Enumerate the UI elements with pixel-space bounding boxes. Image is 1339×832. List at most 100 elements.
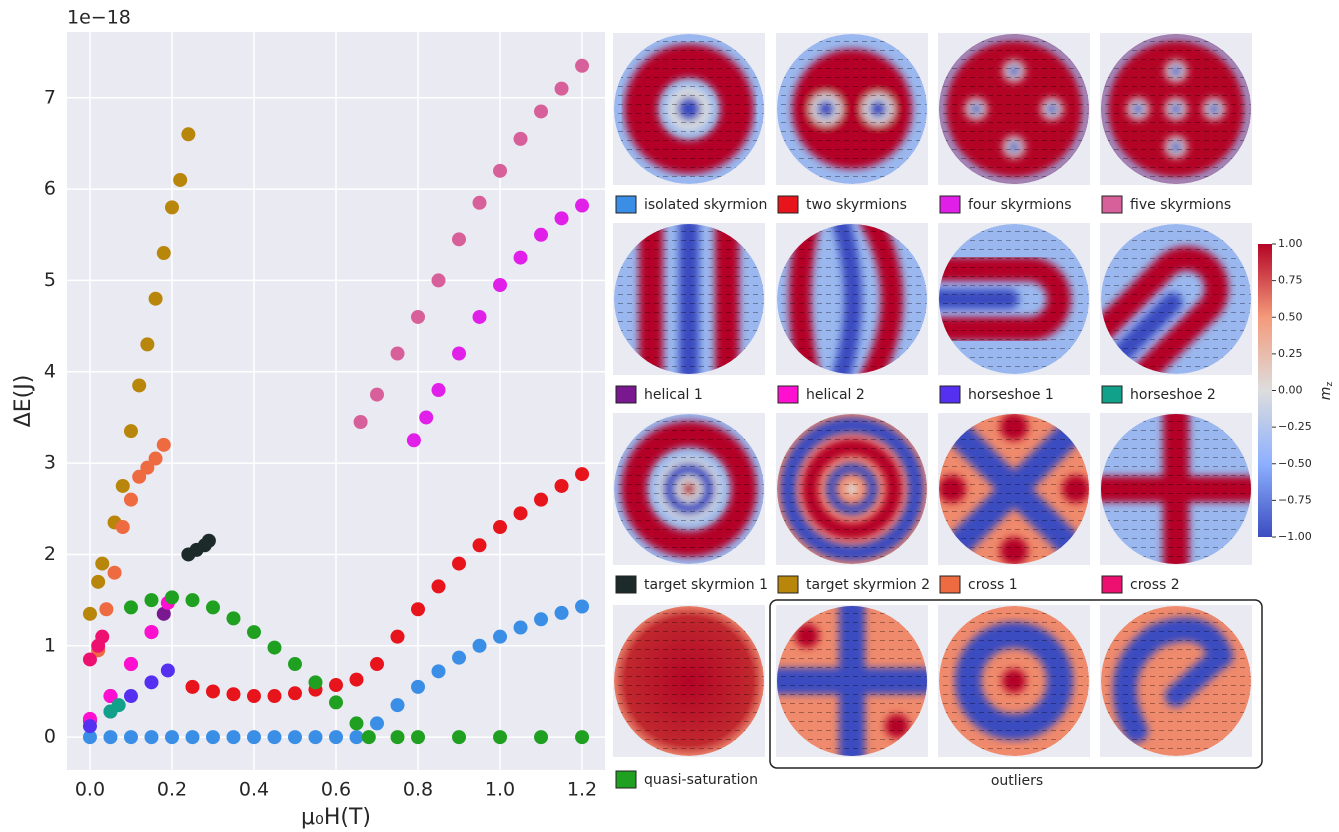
point: [575, 467, 589, 481]
point: [329, 730, 343, 744]
point: [124, 730, 138, 744]
point: [83, 719, 97, 733]
point: [432, 664, 446, 678]
point: [493, 278, 507, 292]
point: [514, 132, 528, 146]
legend-swatch: [616, 576, 636, 593]
point: [267, 641, 281, 655]
legend-label: helical 2: [806, 387, 865, 403]
point: [165, 730, 179, 744]
point: [247, 730, 261, 744]
colorbar-tick-label: 0.25: [1278, 347, 1303, 360]
legend-swatch: [1102, 576, 1122, 593]
point: [308, 675, 322, 689]
point: [267, 730, 281, 744]
x-tick-label: 0.8: [403, 779, 433, 801]
point: [185, 680, 199, 694]
colorbar-label-main: m: [1318, 387, 1334, 401]
colorbar-tick-label: 0.50: [1278, 310, 1303, 323]
point: [288, 657, 302, 671]
point: [157, 438, 171, 452]
colorbar-tick-label: −0.75: [1278, 493, 1312, 506]
colorbar-tick-label: 1.00: [1278, 237, 1303, 250]
legend-label: helical 1: [644, 387, 703, 403]
legend-swatch: [940, 576, 960, 593]
point: [103, 730, 117, 744]
point: [411, 680, 425, 694]
point: [473, 196, 487, 210]
point: [493, 164, 507, 178]
point: [555, 606, 569, 620]
point: [226, 730, 240, 744]
y-tick-label: 3: [44, 452, 56, 474]
point: [575, 600, 589, 614]
point: [473, 639, 487, 653]
legend-label: two skyrmions: [806, 197, 907, 213]
point: [452, 347, 466, 361]
point: [206, 600, 220, 614]
point: [95, 557, 109, 571]
point: [370, 388, 384, 402]
point: [329, 695, 343, 709]
point: [354, 415, 368, 429]
point: [165, 200, 179, 214]
legend-label: cross 2: [1130, 577, 1180, 593]
point: [534, 612, 548, 626]
point: [514, 621, 528, 635]
legend-label: horseshoe 1: [968, 387, 1054, 403]
point: [575, 59, 589, 73]
point: [161, 663, 175, 677]
legend-label: target skyrmion 2: [806, 577, 930, 593]
point: [116, 479, 130, 493]
legend-label: isolated skyrmion: [644, 197, 767, 213]
point: [493, 520, 507, 534]
point: [514, 251, 528, 265]
point: [432, 383, 446, 397]
point: [173, 173, 187, 187]
point: [432, 273, 446, 287]
legend-label: four skyrmions: [968, 197, 1072, 213]
point: [362, 730, 376, 744]
point: [534, 730, 548, 744]
point: [124, 689, 138, 703]
point: [108, 566, 122, 580]
point: [411, 730, 425, 744]
point: [91, 575, 105, 589]
point: [202, 534, 216, 548]
point: [452, 232, 466, 246]
point: [473, 538, 487, 552]
point: [206, 730, 220, 744]
legend-label: cross 1: [968, 577, 1018, 593]
point: [144, 675, 158, 689]
colorbar-label-sub: z: [1325, 382, 1335, 387]
point: [165, 590, 179, 604]
y-tick-label: 1: [44, 634, 56, 656]
point: [555, 479, 569, 493]
point: [181, 127, 195, 141]
point: [411, 602, 425, 616]
point: [144, 625, 158, 639]
point: [185, 730, 199, 744]
point: [407, 433, 421, 447]
legend-swatch: [616, 771, 636, 788]
point: [452, 557, 466, 571]
legend-swatch: [940, 386, 960, 403]
point: [144, 730, 158, 744]
y-tick-label: 5: [44, 269, 56, 291]
y-tick-label: 4: [44, 360, 56, 382]
point: [247, 625, 261, 639]
colorbar-label: mz: [1318, 382, 1335, 401]
point: [575, 730, 589, 744]
point: [452, 730, 466, 744]
point: [534, 228, 548, 242]
x-axis-label: μ₀H(T): [301, 805, 371, 830]
point: [432, 579, 446, 593]
colorbar: [1258, 244, 1272, 537]
point: [185, 593, 199, 607]
legend-label: target skyrmion 1: [644, 577, 768, 593]
point: [124, 424, 138, 438]
point: [116, 520, 130, 534]
point: [555, 82, 569, 96]
x-tick-label: 1.0: [485, 779, 515, 801]
outliers-label: outliers: [991, 773, 1043, 789]
